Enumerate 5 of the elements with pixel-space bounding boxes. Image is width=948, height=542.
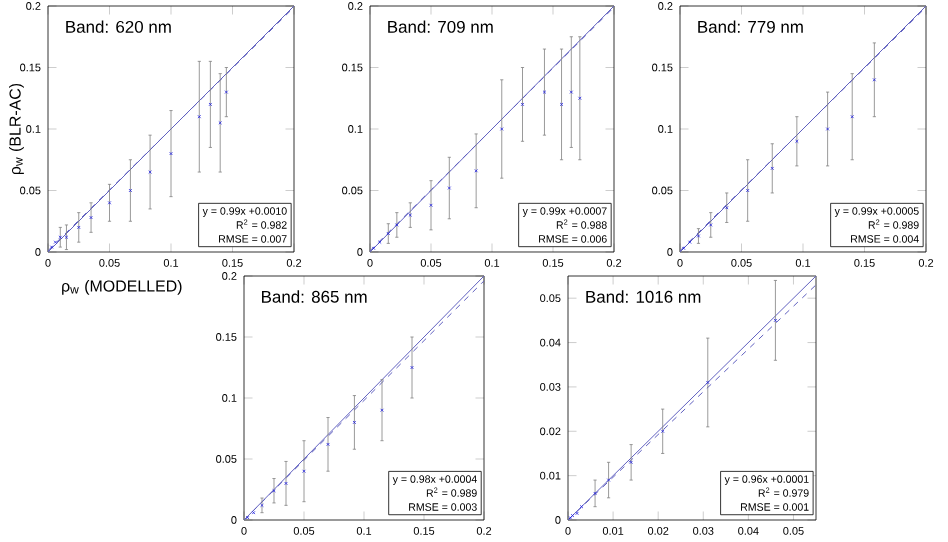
text: Band: 865 nm	[262, 290, 367, 303]
text: Band: 1016 nm	[586, 290, 701, 303]
text: Band: 709 nm	[388, 20, 493, 33]
text: Band: 620 nm	[66, 20, 171, 33]
text: Band: 779 nm	[698, 20, 803, 33]
